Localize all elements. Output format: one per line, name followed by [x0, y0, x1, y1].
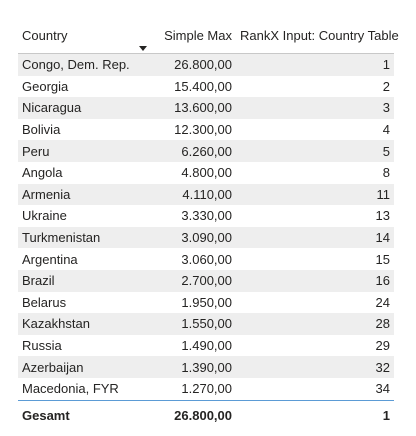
cell-rank: 8: [382, 165, 390, 181]
table-header-row: Country Simple Max RankX Input: Country …: [18, 18, 399, 54]
column-header-label: Simple Max: [164, 28, 232, 43]
cell-country: Brazil: [18, 269, 136, 292]
cell-simple-max: 3.330,00: [181, 208, 232, 224]
cell-country: Russia: [22, 338, 62, 354]
country-rank-table: Country Simple Max RankX Input: Country …: [18, 18, 399, 427]
cell-simple-max: 1.390,00: [136, 356, 236, 378]
cell-simple-max: 4.800,00: [181, 165, 232, 181]
cell-rank: 28: [236, 313, 394, 335]
table-row[interactable]: Argentina 3.060,00 15: [18, 248, 394, 270]
cell-country: Kazakhstan: [18, 313, 136, 335]
cell-simple-max: 3.090,00: [136, 226, 236, 249]
cell-country: Congo, Dem. Rep.: [18, 53, 136, 76]
cell-simple-max: 2.700,00: [136, 269, 236, 292]
cell-rank: 4: [382, 122, 390, 138]
table-row[interactable]: Turkmenistan 3.090,00 14: [18, 226, 394, 249]
table-row[interactable]: Ukraine 3.330,00 13: [18, 205, 394, 227]
cell-rank: 16: [236, 269, 394, 292]
cell-simple-max: 15.400,00: [174, 78, 232, 94]
cell-rank: 14: [236, 226, 394, 249]
cell-rank: 3: [236, 97, 394, 119]
table-row[interactable]: Azerbaijan 1.390,00 32: [18, 356, 394, 378]
table-row[interactable]: Peru 6.260,00 5: [18, 140, 394, 162]
cell-country: Bolivia: [22, 122, 61, 138]
table-body: Congo, Dem. Rep. 26.800,00 1 Georgia 15.400,…: [18, 53, 394, 401]
cell-country: Turkmenistan: [18, 226, 136, 249]
cell-simple-max: 6.260,00: [136, 140, 236, 162]
table-row[interactable]: Russia 1.490,00 29: [18, 335, 394, 357]
cell-rank: 34: [375, 381, 390, 397]
cell-country: Belarus: [22, 294, 67, 310]
cell-rank: 13: [375, 208, 390, 224]
cell-country: Argentina: [22, 251, 78, 267]
table-row[interactable]: Brazil 2.700,00 16: [18, 269, 394, 292]
table-row[interactable]: Nicaragua 13.600,00 3: [18, 97, 394, 119]
cell-country: Georgia: [22, 78, 69, 94]
cell-country: Angola: [22, 165, 63, 181]
cell-rank: 2: [382, 78, 390, 94]
column-header-label: Country: [22, 28, 68, 43]
cell-rank: 29: [375, 338, 390, 354]
column-header-simple-max[interactable]: Simple Max: [136, 18, 236, 54]
table-row[interactable]: Bolivia 12.300,00 4: [18, 119, 394, 141]
cell-simple-max: 3.060,00: [181, 251, 232, 267]
total-label: Gesamt: [18, 399, 136, 427]
cell-country: Ukraine: [22, 208, 67, 224]
total-simple-max: 26.800,00: [136, 399, 236, 427]
cell-rank: 32: [236, 356, 394, 378]
cell-country: Nicaragua: [18, 97, 136, 119]
table-row[interactable]: Kazakhstan 1.550,00 28: [18, 313, 394, 335]
cell-simple-max: 1.950,00: [181, 294, 232, 310]
cell-rank: 1: [236, 53, 394, 76]
cell-simple-max: 4.110,00: [136, 183, 236, 206]
cell-simple-max: 26.800,00: [136, 53, 236, 76]
cell-rank: 15: [375, 251, 390, 267]
cell-simple-max: 13.600,00: [136, 97, 236, 119]
table-row[interactable]: Angola 4.800,00 8: [18, 162, 394, 184]
cell-country: Armenia: [18, 183, 136, 206]
table-visual: Country Simple Max RankX Input: Country …: [18, 18, 399, 427]
cell-rank: 5: [236, 140, 394, 162]
cell-simple-max: 12.300,00: [174, 122, 232, 138]
table-row[interactable]: Macedonia, FYR 1.270,00 34: [18, 378, 394, 400]
table-total-row: Gesamt 26.800,00 1: [18, 399, 394, 427]
column-header-label: RankX Input: Country Table: [240, 28, 399, 43]
column-header-rankx[interactable]: RankX Input: Country Table: [236, 18, 399, 54]
cell-rank: 24: [375, 294, 390, 310]
cell-country: Macedonia, FYR: [22, 381, 119, 397]
cell-country: Azerbaijan: [18, 356, 136, 378]
column-header-country[interactable]: Country: [18, 18, 136, 54]
cell-rank: 11: [236, 183, 394, 206]
cell-simple-max: 1.550,00: [136, 313, 236, 335]
table-row[interactable]: Armenia 4.110,00 11: [18, 183, 394, 206]
cell-simple-max: 1.490,00: [181, 338, 232, 354]
sort-descending-icon[interactable]: [139, 46, 147, 51]
table-row[interactable]: Belarus 1.950,00 24: [18, 292, 394, 314]
cell-simple-max: 1.270,00: [181, 381, 232, 397]
table-row[interactable]: Georgia 15.400,00 2: [18, 76, 394, 98]
cell-country: Peru: [18, 140, 136, 162]
table-row[interactable]: Congo, Dem. Rep. 26.800,00 1: [18, 53, 394, 76]
total-rank: 1: [236, 399, 394, 427]
